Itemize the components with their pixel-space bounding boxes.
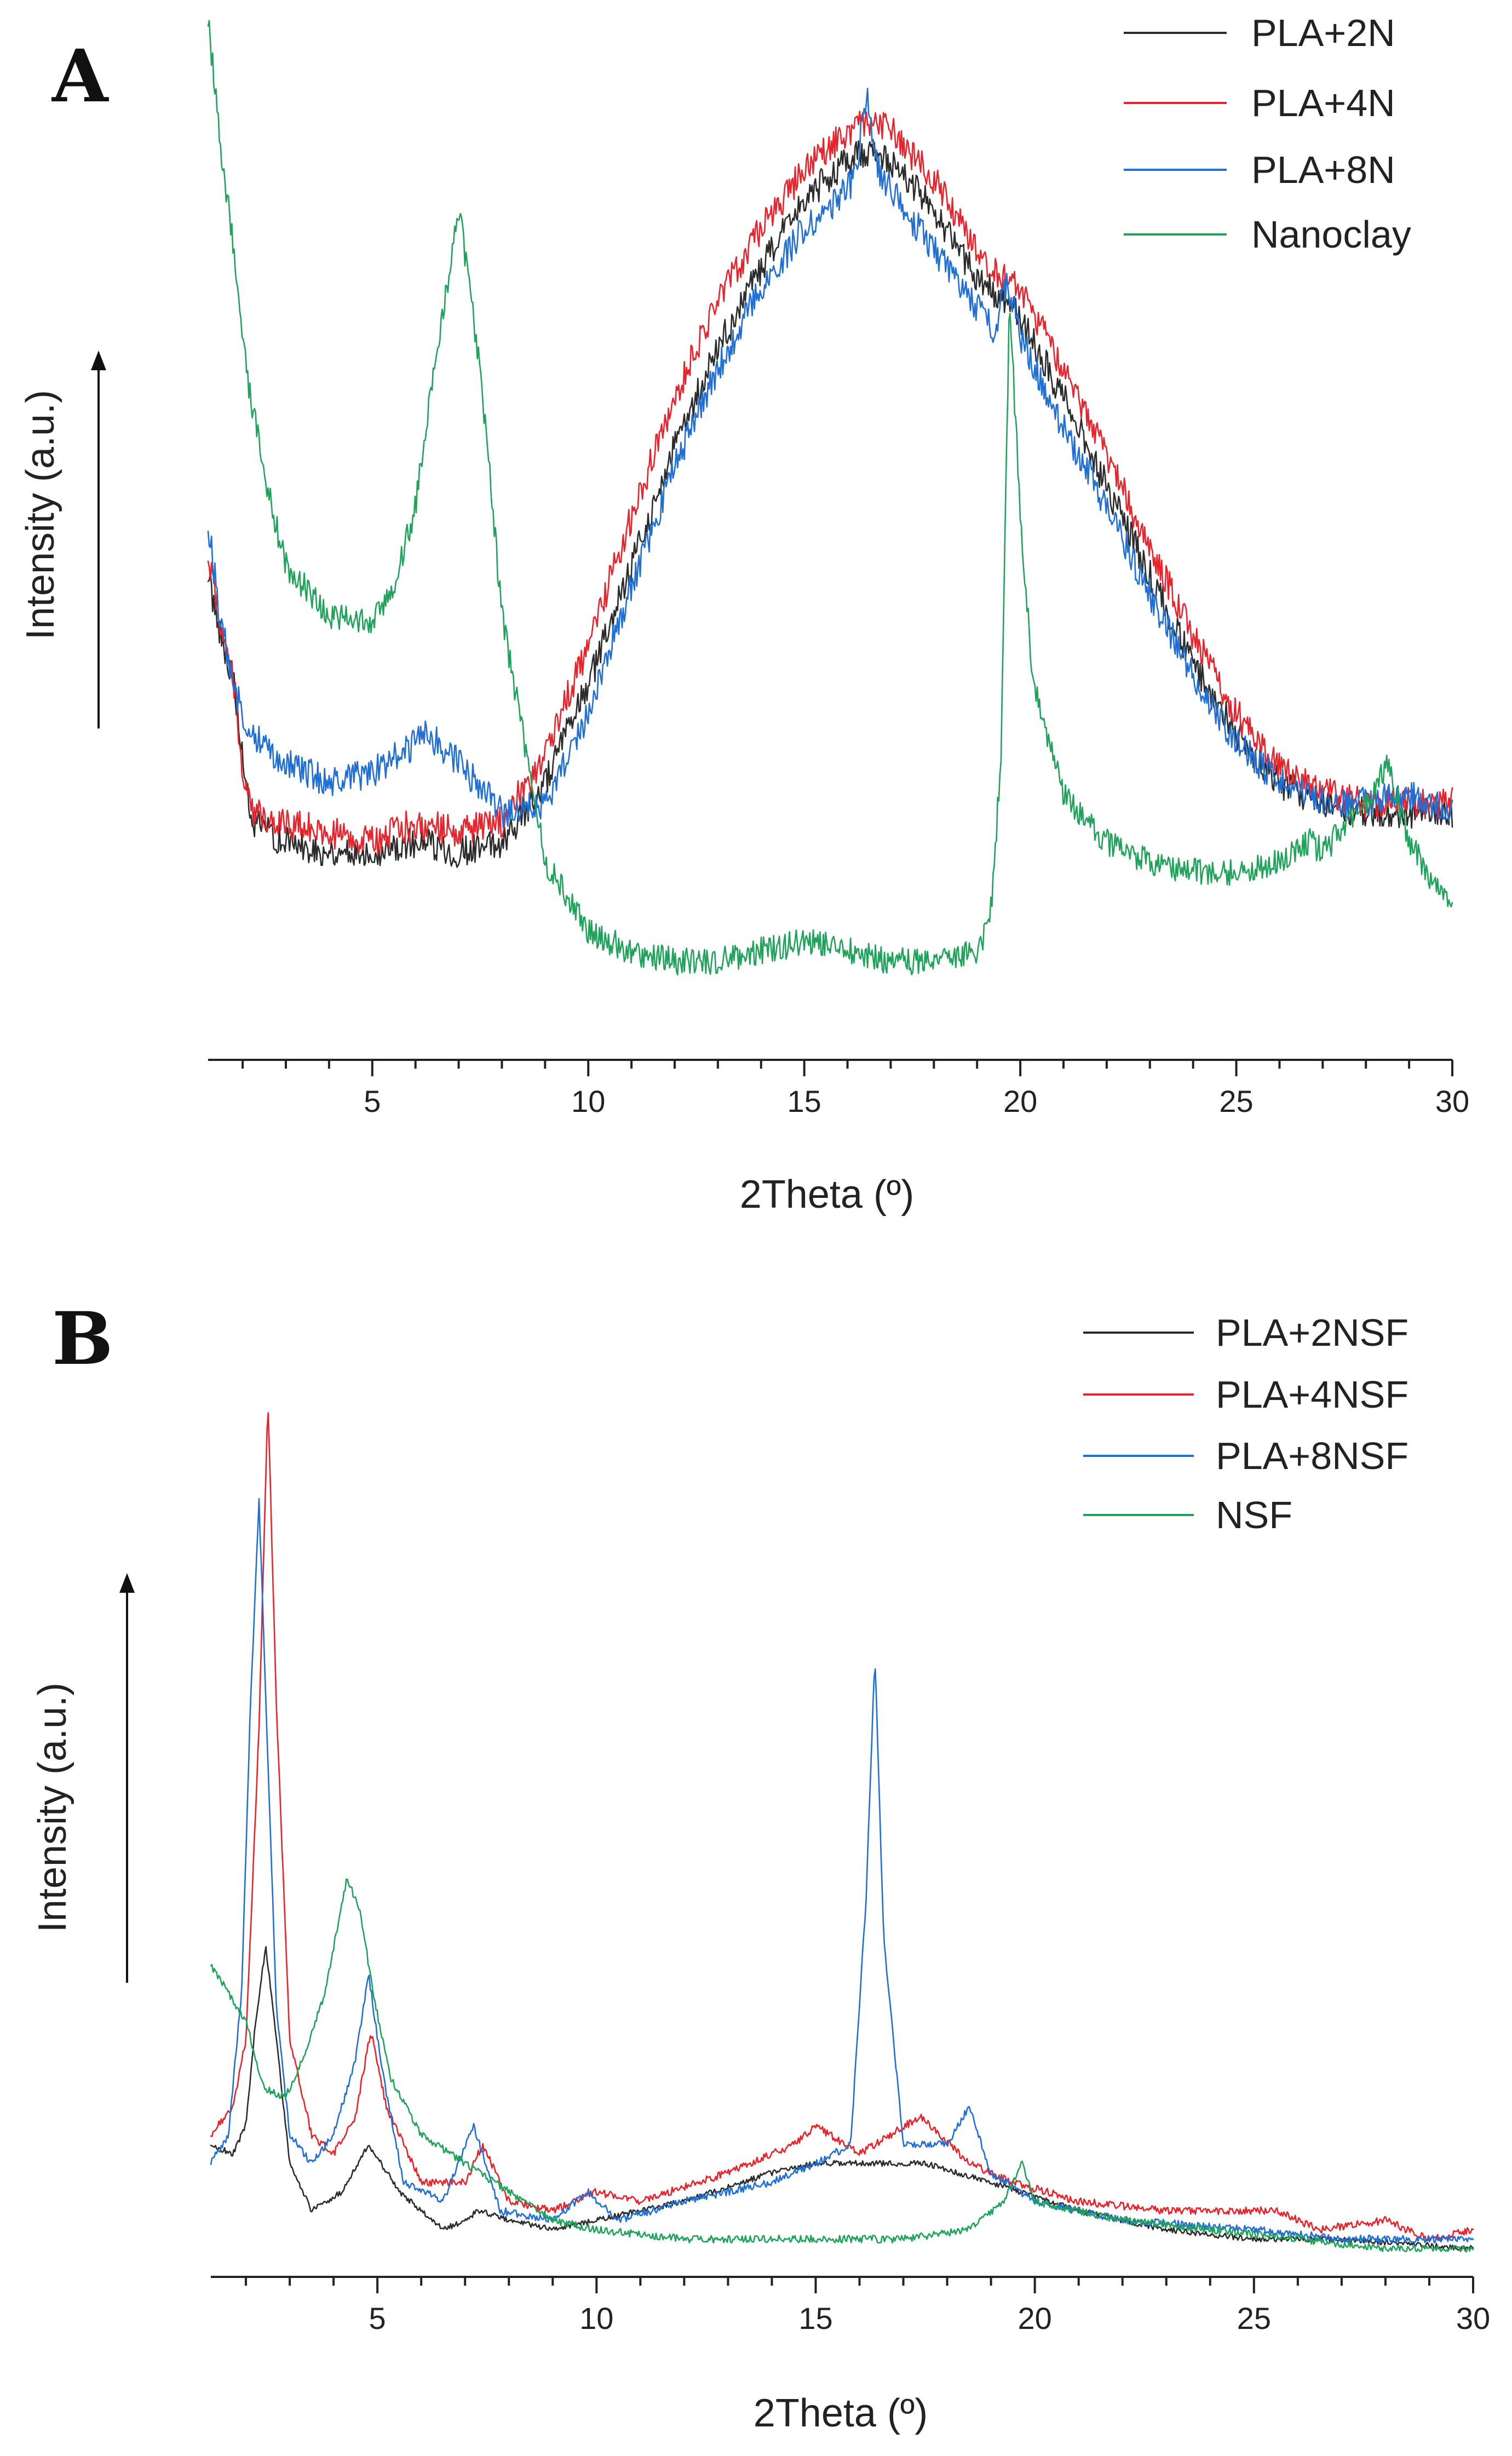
- legend-label-nanoclay: Nanoclay: [1251, 213, 1411, 256]
- legend-label-pla-4nsf: PLA+4NSF: [1216, 1373, 1408, 1416]
- series-line-pla-8n: [207, 88, 1453, 829]
- panel-a-x-tick-label-15: 15: [787, 1084, 821, 1118]
- panel-a-ylabel-arrow-head: [91, 351, 106, 370]
- panel-b-ylabel-arrow-head: [119, 1573, 135, 1593]
- panel-b-x-tick-label-10: 10: [579, 2301, 613, 2336]
- series-line-nsf: [210, 1878, 1474, 2253]
- panel-b-x-tick-label-30: 30: [1456, 2301, 1490, 2336]
- panel-a-x-tick-label-10: 10: [571, 1084, 605, 1118]
- panel-b-legend: PLA+2NSF PLA+4NSF PLA+8NSF NSF: [1083, 1311, 1408, 1536]
- series-line-pla-4n: [207, 111, 1453, 856]
- panel-a-chart: A Intensity (a.u.) 5 10 15 20 25 30 2Theta (º…: [19, 12, 1469, 1216]
- series-line-pla-4nsf: [210, 1412, 1474, 2242]
- panel-b-letter: B: [52, 1296, 113, 1381]
- legend-label-pla-8nsf: PLA+8NSF: [1216, 1434, 1408, 1477]
- panel-a-ylabel-group: Intensity (a.u.): [19, 351, 106, 728]
- panel-b-x-ticks: 5 10 15 20 25 30: [245, 2277, 1490, 2336]
- panel-b-x-tick-label-5: 5: [369, 2301, 386, 2336]
- panel-b-x-tick-label-25: 25: [1237, 2301, 1271, 2336]
- legend-label-pla-8n: PLA+8N: [1251, 148, 1395, 191]
- legend-label-pla-4n: PLA+4N: [1251, 82, 1395, 124]
- panel-b-x-tick-label-20: 20: [1018, 2301, 1052, 2336]
- panel-a-ylabel: Intensity (a.u.): [19, 390, 62, 640]
- panel-a-x-tick-label-30: 30: [1435, 1084, 1469, 1118]
- legend-label-pla-2n: PLA+2N: [1251, 12, 1395, 54]
- series-line-pla-8nsf: [210, 1497, 1474, 2243]
- panel-a-series-group: [207, 20, 1453, 975]
- panel-b-x-tick-label-15: 15: [798, 2301, 832, 2336]
- panel-a-x-tick-label-5: 5: [364, 1084, 381, 1118]
- series-line-nanoclay: [207, 20, 1453, 975]
- panel-b-series-group: [210, 1412, 1474, 2253]
- legend-label-pla-2nsf: PLA+2NSF: [1216, 1311, 1408, 1354]
- panel-a-x-tick-label-20: 20: [1003, 1084, 1037, 1118]
- series-line-pla-2n: [207, 140, 1453, 868]
- panel-b-ylabel-group: Intensity (a.u.): [31, 1573, 135, 1983]
- panel-b-ylabel: Intensity (a.u.): [31, 1683, 74, 1932]
- panel-b-chart: B Intensity (a.u.) 5 10 15 20 25 30 2Theta (º…: [31, 1296, 1490, 2435]
- panel-a-x-tick-label-25: 25: [1219, 1084, 1253, 1118]
- panel-b-xlabel: 2Theta (º): [754, 2391, 928, 2435]
- legend-label-nsf: NSF: [1216, 1494, 1292, 1536]
- panel-a-xlabel: 2Theta (º): [740, 1173, 914, 1216]
- panel-a-letter: A: [51, 34, 109, 119]
- panel-a-legend: PLA+2N PLA+4N PLA+8N Nanoclay: [1124, 12, 1411, 256]
- panel-a-x-ticks: 5 10 15 20 25 30: [242, 1060, 1469, 1118]
